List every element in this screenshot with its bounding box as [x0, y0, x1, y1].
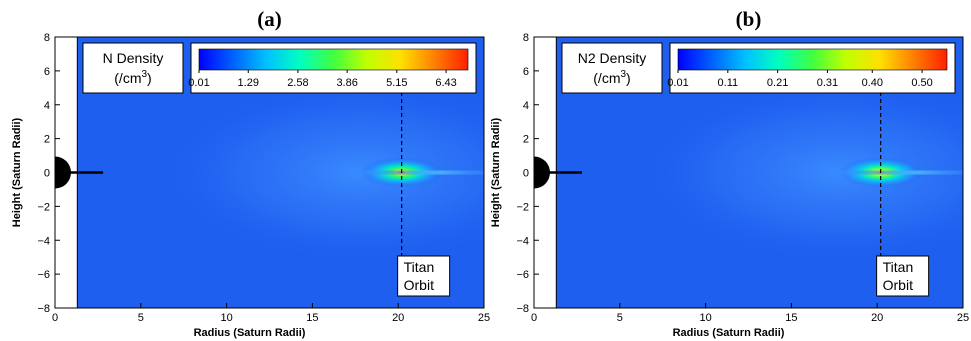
colorbar-tick-label: 6.43 [435, 77, 456, 89]
unit-exponent: 3 [141, 69, 147, 80]
x-tick-label: 15 [306, 312, 318, 324]
colorbar-tick-label: 3.86 [336, 77, 357, 89]
y-tick-label: −8 [516, 303, 529, 315]
x-axis-label: Radius (Saturn Radii) [673, 327, 785, 339]
x-tick-label: 10 [220, 312, 232, 324]
unit-close: ) [626, 70, 631, 86]
quantity-label: N2 Density [578, 50, 646, 66]
x-tick-label: 20 [871, 312, 883, 324]
orbit-annotation-box [397, 255, 451, 297]
y-tick-label: 2 [523, 134, 529, 146]
colorbar-tick-label: 0.31 [817, 77, 838, 89]
saturn-icon [534, 156, 550, 189]
colorbar-tick-label: 0.11 [718, 77, 739, 89]
y-axis-label: Height (Saturn Radii) [490, 117, 502, 227]
equatorial-band [671, 170, 963, 175]
orbit-annotation-line1: Titan [404, 259, 435, 275]
x-tick-label: 5 [138, 312, 144, 324]
y-tick-label: 0 [44, 168, 50, 180]
y-tick-label: −6 [516, 269, 529, 281]
y-tick-label: −4 [37, 235, 50, 247]
panel-label: (b) [736, 7, 762, 31]
y-tick-label: −4 [516, 235, 529, 247]
x-tick-label: 25 [478, 312, 490, 324]
quantity-box [82, 42, 184, 94]
orbit-annotation-line1: Titan [883, 259, 914, 275]
colorbar-tick-label: 0.21 [767, 77, 788, 89]
y-tick-label: 8 [523, 32, 529, 44]
x-axis-label: Radius (Saturn Radii) [194, 327, 306, 339]
colorbar [198, 48, 469, 71]
y-tick-label: 2 [44, 134, 50, 146]
colorbar-tick-label: 0.01 [667, 77, 688, 89]
orbit-annotation-line2: Orbit [404, 277, 434, 293]
unit-base: (/cm [114, 70, 141, 86]
x-tick-label: 0 [531, 312, 537, 324]
saturn-icon [55, 156, 71, 189]
quantity-unit: (/cm3) [593, 69, 630, 86]
y-tick-label: −2 [37, 201, 50, 213]
x-tick-label: 5 [617, 312, 623, 324]
unit-close: ) [147, 70, 152, 86]
x-tick-label: 10 [699, 312, 711, 324]
y-tick-label: −6 [37, 269, 50, 281]
x-tick-label: 25 [957, 312, 969, 324]
x-tick-label: 20 [392, 312, 404, 324]
y-tick-label: 0 [523, 168, 529, 180]
y-tick-label: 8 [44, 32, 50, 44]
colorbar-tick-label: 1.29 [238, 77, 259, 89]
colorbar [677, 48, 948, 71]
y-tick-label: 6 [523, 66, 529, 78]
y-tick-label: −2 [516, 201, 529, 213]
unit-exponent: 3 [620, 69, 626, 80]
y-tick-label: −8 [37, 303, 50, 315]
colorbar-tick-label: 5.15 [386, 77, 407, 89]
colorbar-tick-label: 0.50 [911, 77, 932, 89]
equatorial-band [192, 170, 484, 175]
colorbar-tick-label: 0.01 [188, 77, 209, 89]
x-tick-label: 0 [52, 312, 58, 324]
y-tick-label: 4 [44, 100, 50, 112]
quantity-unit: (/cm3) [114, 69, 151, 86]
quantity-label: N Density [103, 50, 164, 66]
colorbar-tick-label: 0.40 [862, 77, 883, 89]
unit-base: (/cm [593, 70, 620, 86]
x-tick-label: 15 [785, 312, 797, 324]
y-tick-label: 6 [44, 66, 50, 78]
panel-label: (a) [257, 7, 282, 31]
y-axis-label: Height (Saturn Radii) [11, 117, 23, 227]
y-tick-label: 4 [523, 100, 529, 112]
quantity-box [561, 42, 663, 94]
colorbar-tick-label: 2.58 [287, 77, 308, 89]
orbit-annotation-line2: Orbit [883, 277, 913, 293]
orbit-annotation-box [876, 255, 930, 297]
